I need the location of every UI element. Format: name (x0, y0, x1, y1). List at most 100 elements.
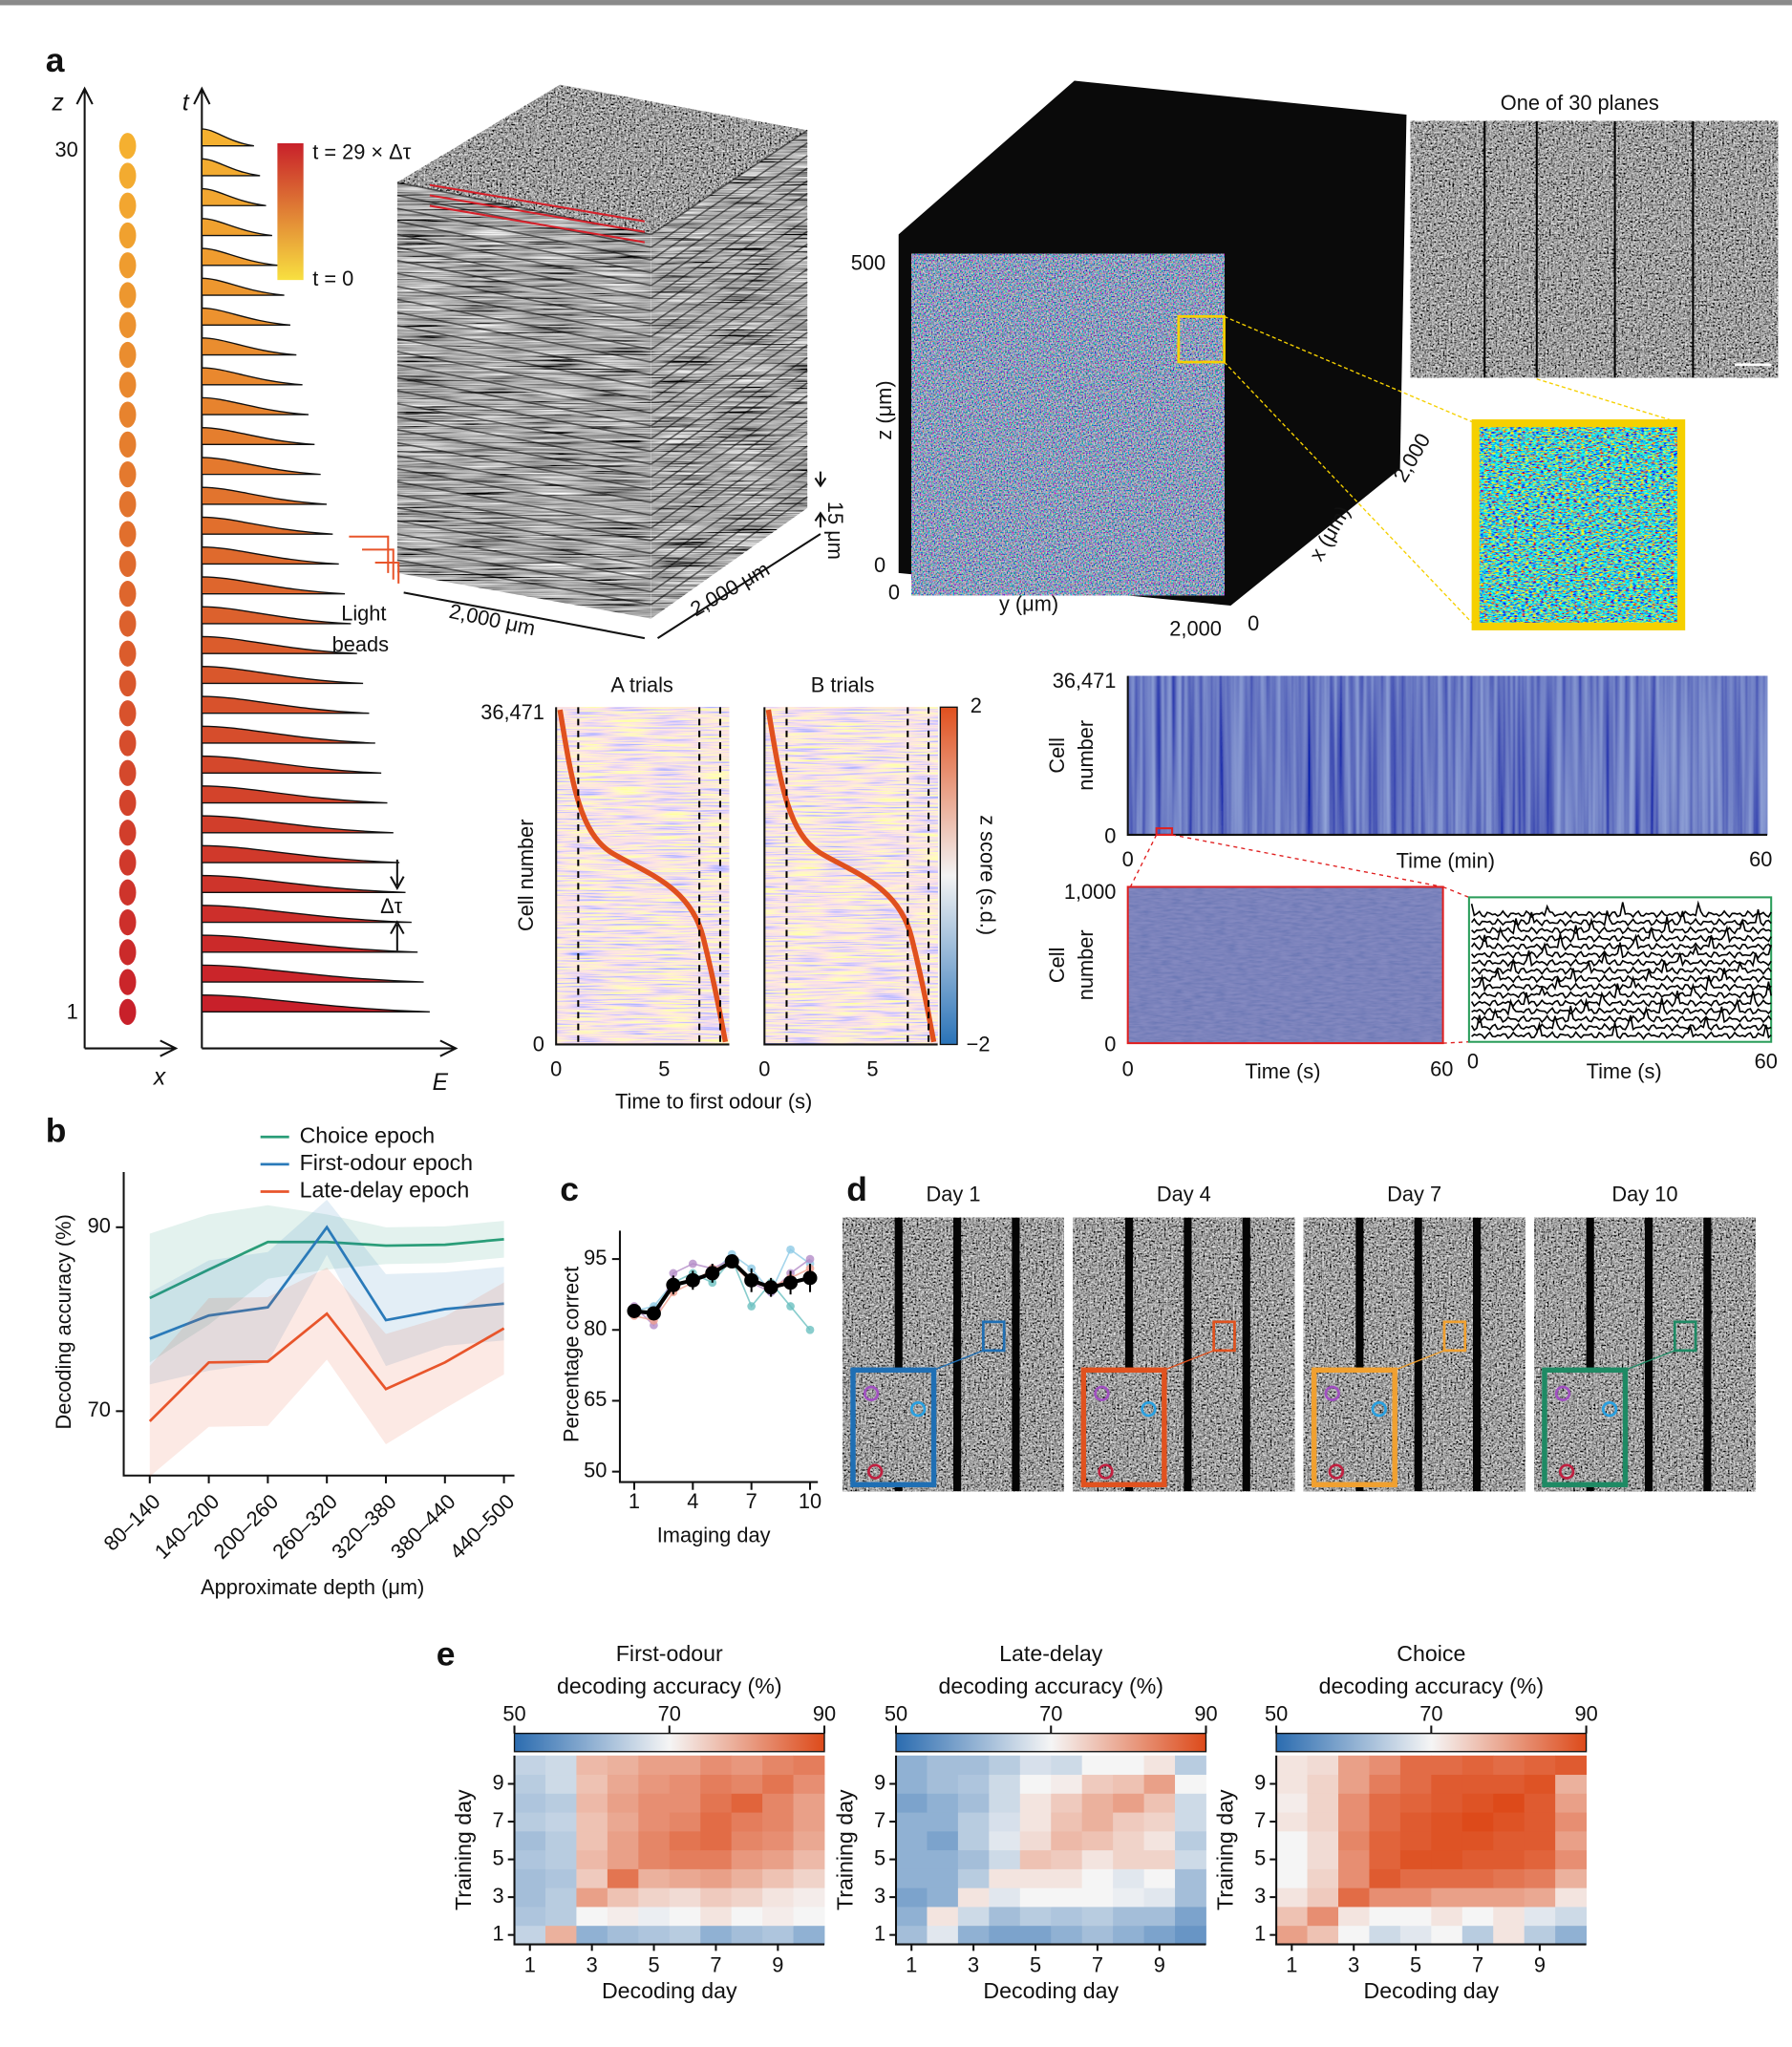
plane-line (396, 246, 651, 300)
heat-cell (638, 1774, 671, 1794)
error-band (149, 1199, 504, 1385)
heat-cell (896, 1812, 928, 1832)
pulse (201, 218, 272, 237)
heat-cell (1338, 1830, 1370, 1851)
population-map (1127, 675, 1768, 835)
pulse (201, 396, 309, 416)
panel-letter: b (46, 1112, 67, 1150)
heat-cell (576, 1793, 608, 1813)
plane-line (651, 306, 808, 415)
point (646, 1306, 661, 1321)
heat-cell (731, 1812, 763, 1832)
heat-cell (896, 1793, 928, 1813)
plane-line (651, 243, 808, 351)
plane-line (396, 416, 651, 465)
panel-a-label: t (182, 91, 190, 117)
panel-a-label: beads (332, 632, 389, 656)
heat-cell (762, 1830, 794, 1851)
heat-cell (1461, 1849, 1494, 1869)
point (627, 1303, 642, 1318)
heat-cell (896, 1868, 928, 1888)
pulse (201, 367, 303, 386)
series-line (149, 1225, 504, 1340)
heat-cell (989, 1925, 1021, 1945)
plane-line (651, 293, 808, 401)
pulse (201, 635, 357, 654)
plane-line (651, 255, 808, 363)
trace (1471, 997, 1772, 1017)
trace (1471, 925, 1772, 944)
panel-a-label: −2 (967, 1033, 991, 1056)
heatmap-title: decoding accuracy (%) (557, 1674, 782, 1698)
y-tick-label: 3 (874, 1884, 885, 1908)
trace (1471, 1021, 1772, 1040)
legend-label: Late-delay epoch (300, 1178, 470, 1203)
heat-cell (1555, 1925, 1587, 1945)
light-bead (118, 730, 137, 757)
light-bead (118, 550, 137, 578)
heat-cell (1431, 1907, 1463, 1927)
pulse (201, 576, 346, 595)
zoom-image (1471, 419, 1686, 630)
heat-cell (514, 1830, 546, 1851)
panel-a-label: Light (341, 601, 386, 625)
heat-cell (731, 1755, 763, 1776)
heat-cell (1051, 1887, 1083, 1908)
heat-cell (1369, 1774, 1401, 1794)
heat-cell (638, 1793, 671, 1813)
heat-cell (514, 1887, 546, 1908)
heat-cell (700, 1830, 733, 1851)
trace (1471, 916, 1772, 935)
heat-cell (1338, 1755, 1370, 1776)
zoom-marker (1155, 827, 1174, 836)
heat-cell (762, 1907, 794, 1927)
y-tick-label: 80 (584, 1316, 607, 1340)
light-bead (118, 849, 137, 876)
heat-cell (1555, 1868, 1587, 1888)
y-tick-label: 9 (493, 1770, 504, 1794)
heat-cell (669, 1830, 701, 1851)
plane-line (651, 482, 808, 593)
heat-cell (1019, 1849, 1052, 1869)
pulse (201, 725, 375, 744)
y-axis-label: Training day (1212, 1789, 1237, 1910)
heat-cell (1399, 1907, 1432, 1927)
heat-cell (638, 1907, 671, 1927)
heat-cell (1307, 1793, 1339, 1813)
heat-cell (669, 1755, 701, 1776)
heat-cell (1081, 1887, 1114, 1908)
plane-line (651, 319, 808, 427)
heat-cell (1369, 1849, 1401, 1869)
panel-a-label: Cell number (514, 819, 538, 931)
heat-cell (731, 1793, 763, 1813)
trace (1470, 941, 1772, 960)
colorbar-label: 90 (1194, 1701, 1217, 1725)
heat-cell (1175, 1887, 1206, 1908)
bracket (349, 535, 400, 584)
heat-cell (896, 1755, 928, 1776)
heat-cell (1081, 1925, 1114, 1945)
heat-cell (1338, 1793, 1370, 1813)
x-tick-label: 9 (1154, 1952, 1165, 1976)
trace (1470, 959, 1772, 975)
roi-box (1673, 1320, 1697, 1353)
red-plane (429, 194, 646, 233)
heat-cell (544, 1774, 577, 1794)
pulse (201, 874, 406, 893)
x-tick-label: 440–500 (445, 1489, 520, 1564)
panel-a-label: 0 (1104, 823, 1116, 847)
cell-ring (1324, 1385, 1340, 1402)
heat-cell (989, 1774, 1021, 1794)
heat-cell (1143, 1849, 1176, 1869)
heat-cell (762, 1812, 794, 1832)
heatmap-title: decoding accuracy (%) (938, 1674, 1163, 1698)
x-tick-label: 5 (1030, 1952, 1041, 1976)
heat-cell (1113, 1755, 1144, 1776)
heat-cell (1019, 1907, 1052, 1927)
light-bead (118, 372, 137, 398)
heat-cell (989, 1755, 1021, 1776)
plane-line (651, 458, 808, 567)
heat-cell (576, 1868, 608, 1888)
panel-letter: c (560, 1170, 579, 1208)
point (783, 1275, 799, 1290)
